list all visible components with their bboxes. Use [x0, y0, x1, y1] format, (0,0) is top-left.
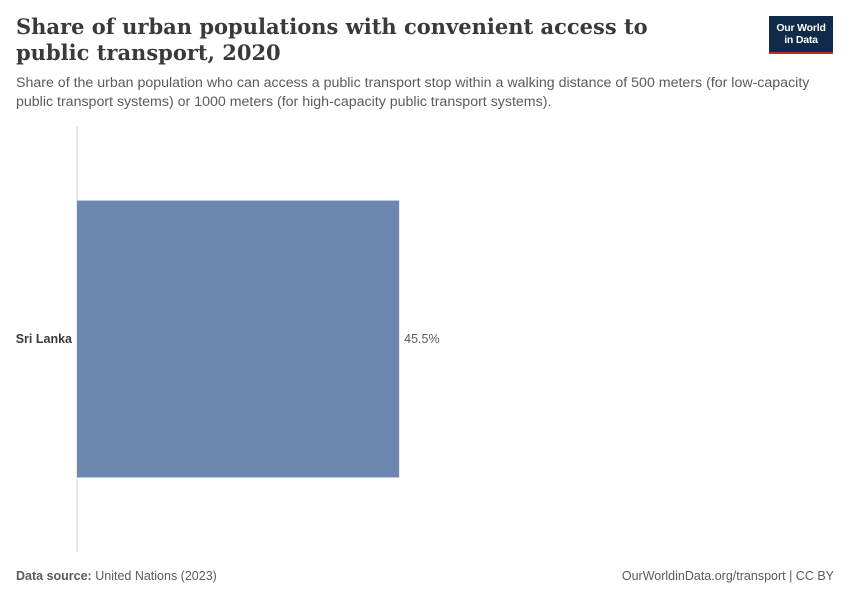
chart-subtitle: Share of the urban population who can ac… [16, 75, 810, 110]
bar-chart: Sri Lanka 45.5% [16, 126, 440, 552]
data-source-label: Data source: [16, 569, 92, 583]
category-label[interactable]: Sri Lanka [16, 332, 73, 346]
data-source: Data source: United Nations (2023) [16, 569, 217, 583]
data-source-value[interactable]: United Nations (2023) [95, 569, 217, 583]
logo-line-1: Our World [776, 22, 826, 34]
owid-logo[interactable]: Our World in Data [769, 16, 833, 54]
logo-line-2: in Data [784, 34, 818, 46]
footer-link[interactable]: OurWorldinData.org/transport | CC BY [621, 569, 834, 583]
chart-title: Share of urban populations with convenie… [16, 14, 648, 65]
value-label: 45.5% [404, 332, 439, 346]
bar[interactable] [77, 200, 400, 478]
